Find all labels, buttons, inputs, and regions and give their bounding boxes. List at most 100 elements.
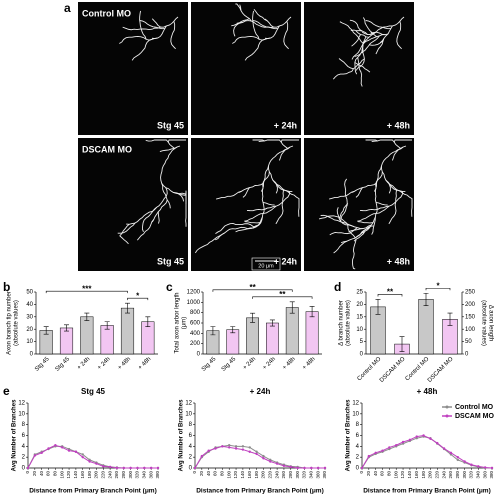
series-marker xyxy=(61,446,64,449)
y-tick-label: 0 xyxy=(197,352,201,358)
micrograph xyxy=(78,138,188,271)
axon xyxy=(329,227,358,236)
axon xyxy=(252,20,278,30)
panel-label: b xyxy=(3,280,10,294)
significance-label: ** xyxy=(279,290,286,299)
significance-label: * xyxy=(436,281,440,290)
series-marker xyxy=(422,434,425,437)
significance-bracket xyxy=(252,296,313,299)
series-marker xyxy=(374,451,377,455)
x-tick-label: 160 xyxy=(247,471,252,479)
axon xyxy=(244,38,266,61)
x-tick-label: Stg 45 xyxy=(221,356,238,373)
axon xyxy=(119,235,129,245)
axon xyxy=(278,146,291,161)
x-tick-label: 180 xyxy=(421,471,426,479)
chart-title: Stg 45 xyxy=(81,387,106,396)
x-tick-label: 320 xyxy=(302,471,307,479)
axon xyxy=(286,190,300,217)
axon xyxy=(355,30,369,38)
axon xyxy=(351,34,361,47)
y-axis-label: Total axon arbor length(μm) xyxy=(174,292,187,353)
time-label: Stg 45 xyxy=(157,256,184,266)
y-tick-label: 0 xyxy=(189,466,193,472)
x-tick-label: 40 xyxy=(373,471,378,477)
x-tick-label: Stg 45 xyxy=(201,356,218,373)
axon xyxy=(340,178,348,222)
series-marker xyxy=(262,454,265,458)
series-marker xyxy=(316,466,320,470)
axon xyxy=(280,139,299,143)
error-bar xyxy=(43,326,49,335)
error-bar xyxy=(269,319,275,327)
series-marker xyxy=(214,447,217,450)
y-tick-label: 8 xyxy=(22,422,26,428)
series-marker xyxy=(228,444,231,447)
panel-label: e xyxy=(3,384,10,398)
x-tick-label: 220 xyxy=(100,471,105,479)
series-marker xyxy=(81,455,84,459)
y-tick-label: 400 xyxy=(190,331,201,337)
series-marker xyxy=(463,460,466,463)
axon xyxy=(393,139,412,143)
series-marker xyxy=(310,466,313,470)
y-tick-label: 5 xyxy=(360,339,364,345)
significance-label: * xyxy=(136,291,140,300)
x-tick-label: 220 xyxy=(267,471,272,479)
series-marker xyxy=(115,466,119,470)
y-tick-label: 12 xyxy=(18,401,25,407)
y2-tick-label: 200 xyxy=(465,302,476,308)
x-tick-label: 200 xyxy=(94,471,99,479)
series-marker xyxy=(269,460,272,463)
x-tick-label: + 24h xyxy=(242,356,257,371)
x-tick-label: Stg 45 xyxy=(34,356,51,373)
axon xyxy=(275,190,284,225)
legend-swatch xyxy=(445,405,449,409)
axon xyxy=(117,222,136,234)
legend-label: DSCAM MO xyxy=(455,413,494,420)
significance-label: ** xyxy=(387,288,394,297)
y-tick-label: 40 xyxy=(26,302,33,308)
axon xyxy=(139,20,165,30)
axon xyxy=(333,240,348,254)
x-tick-label: 240 xyxy=(274,471,279,479)
series-line xyxy=(194,445,325,469)
scale-label: 20 μm xyxy=(258,263,274,269)
x-tick-label: 360 xyxy=(482,471,487,479)
error-bar xyxy=(309,306,315,318)
axon xyxy=(161,183,171,209)
axon xyxy=(215,223,257,234)
series-marker xyxy=(282,464,286,468)
y-tick-label: 10 xyxy=(18,411,25,417)
series-marker xyxy=(456,455,459,459)
x-tick-label: DSCAM MO xyxy=(427,356,455,384)
axon xyxy=(233,18,250,37)
series-marker xyxy=(54,444,57,447)
y-axis-label-line: (μm) xyxy=(181,317,187,329)
x-tick-label: + 48h xyxy=(302,356,317,371)
y2-tick-label: 50 xyxy=(465,339,472,345)
x-tick-label: 120 xyxy=(400,471,405,479)
y-tick-label: 10 xyxy=(352,411,359,417)
y-tick-label: 10 xyxy=(185,411,192,417)
axon xyxy=(375,38,385,55)
axon xyxy=(239,4,252,22)
series-marker xyxy=(255,452,258,456)
time-label: + 24h xyxy=(274,256,297,266)
series-marker xyxy=(67,449,71,452)
y-tick-label: 200 xyxy=(190,341,201,347)
axon xyxy=(391,146,404,161)
axon xyxy=(336,207,372,230)
x-tick-label: 260 xyxy=(114,471,119,479)
series-marker xyxy=(149,466,153,470)
x-tick-label: + 24h xyxy=(76,356,91,371)
x-tick-label: 140 xyxy=(407,471,412,479)
axon xyxy=(165,187,187,195)
series-marker xyxy=(136,466,139,470)
error-bar xyxy=(230,326,236,334)
axon xyxy=(122,16,179,31)
x-tick-label: 0 xyxy=(192,471,197,474)
axon xyxy=(361,16,405,54)
series-marker xyxy=(289,465,292,469)
series-marker xyxy=(200,454,204,458)
